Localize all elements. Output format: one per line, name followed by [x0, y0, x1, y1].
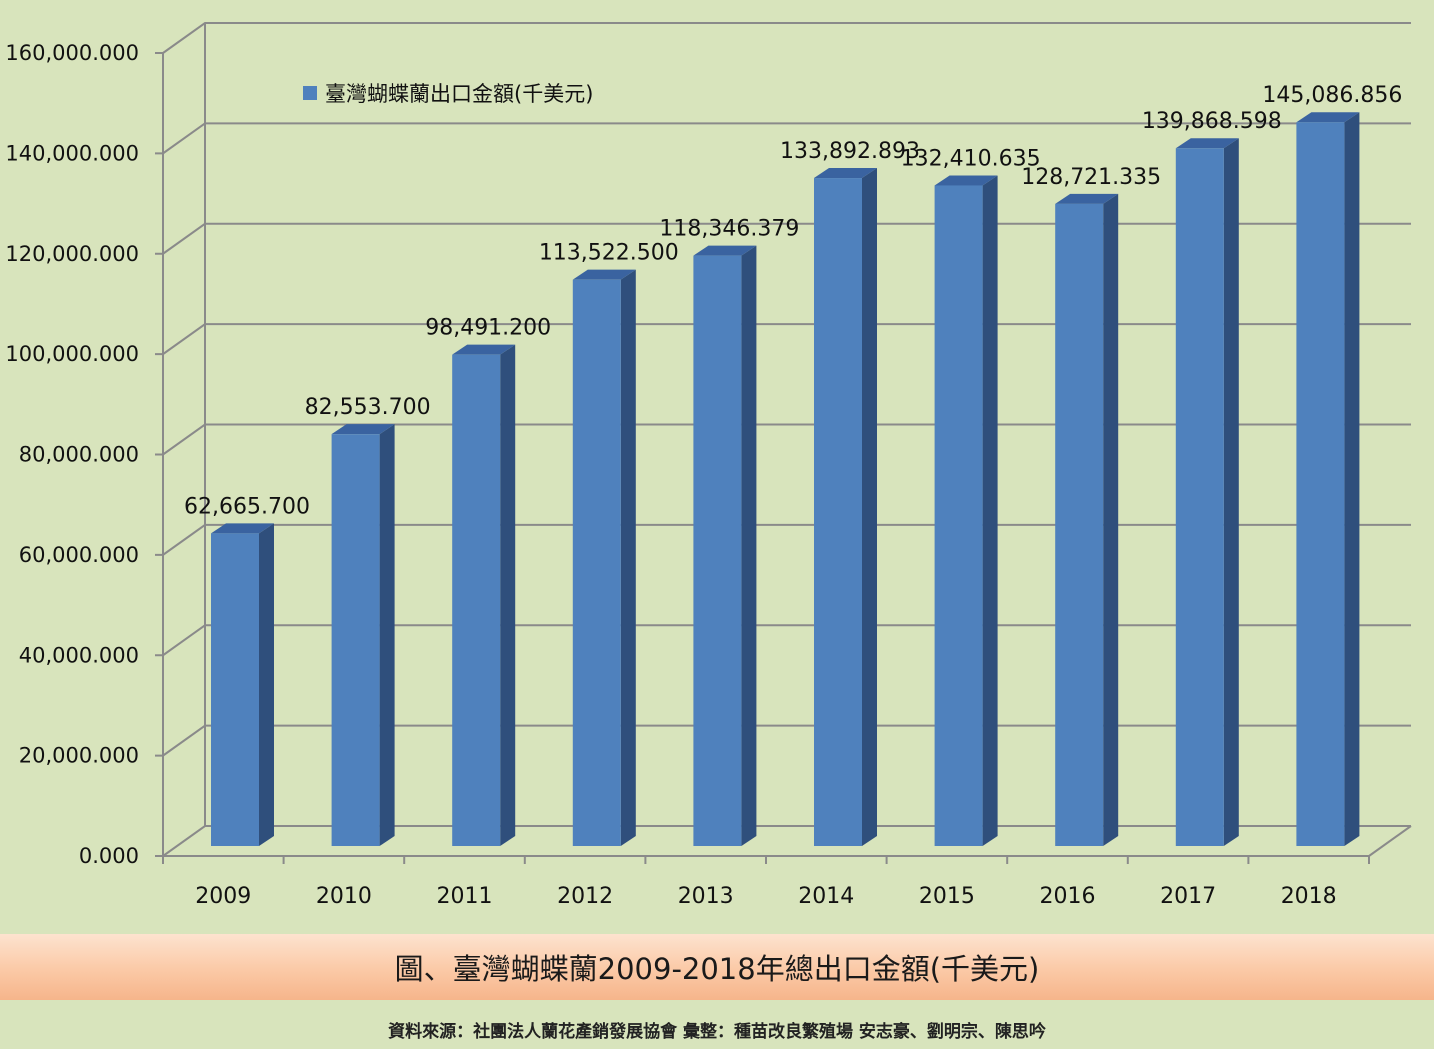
data-label: 132,410.635 — [901, 146, 1041, 171]
x-tick-label: 2017 — [1160, 884, 1216, 909]
gridline — [162, 122, 1411, 155]
bar — [1175, 138, 1239, 846]
bar-side — [1223, 138, 1239, 846]
gridline — [162, 222, 1411, 255]
gridline — [162, 523, 1411, 556]
gridline — [162, 724, 1411, 757]
x-tick-label: 2009 — [195, 884, 251, 909]
bar-top — [331, 424, 395, 435]
bar-side — [259, 523, 274, 846]
bar-front — [211, 533, 259, 846]
y-tick-label: 80,000.000 — [19, 443, 139, 467]
gridline — [162, 624, 1411, 657]
bar-top — [572, 269, 636, 280]
bars — [211, 112, 1360, 847]
data-label: 128,721.335 — [1021, 165, 1161, 190]
legend-swatch — [303, 86, 317, 100]
bar — [572, 269, 636, 847]
bar-chart: 0.000 20,000.000 40,000.000 60,000.000 80,00… — [5, 22, 1412, 909]
gridline — [162, 22, 1411, 54]
data-label: 139,868.598 — [1142, 109, 1282, 134]
x-tick-label: 2016 — [1040, 884, 1096, 909]
source-note: 資料來源：社團法人蘭花產銷發展協會 彙整：種苗改良繁殖場 安志豪、劉明宗、陳思吟 — [0, 1014, 1434, 1044]
bar-side — [500, 344, 516, 846]
bar-top — [1055, 193, 1119, 204]
y-tick-label: 120,000.000 — [5, 242, 139, 266]
y-tick-label: 0.000 — [79, 844, 139, 868]
bar-top — [1175, 138, 1239, 149]
x-tick-label: 2018 — [1281, 884, 1337, 909]
bar-top — [1296, 112, 1360, 123]
bar-top — [934, 175, 998, 186]
source-text: 資料來源：社團法人蘭花產銷發展協會 彙整：種苗改良繁殖場 安志豪、劉明宗、陳思吟 — [388, 1021, 1046, 1042]
data-label: 113,522.500 — [539, 241, 679, 266]
legend-label: 臺灣蝴蝶蘭出口金額(千美元) — [325, 82, 593, 106]
bar-top — [452, 344, 516, 355]
bar-side — [1344, 112, 1360, 846]
gridline — [162, 423, 1411, 456]
data-label: 98,491.200 — [425, 316, 551, 341]
bar-top — [211, 523, 274, 534]
bar-top — [814, 168, 877, 179]
bar-top — [693, 245, 757, 256]
figure-caption-bar: 圖、臺灣蝴蝶蘭2009-2018年總出口金額(千美元) — [0, 934, 1434, 1000]
data-label: 145,086.856 — [1262, 83, 1402, 108]
bar-front — [934, 185, 983, 846]
gridlines — [155, 22, 1412, 864]
bar — [211, 523, 274, 846]
floor-edge — [1368, 825, 1412, 857]
bar-side — [862, 168, 877, 847]
bar — [1055, 193, 1119, 846]
data-labels: 62,665.700 82,553.700 98,491.200 113,522.50… — [184, 83, 1402, 519]
bar-side — [620, 269, 636, 847]
bar — [814, 168, 877, 847]
y-tick-label: 160,000.000 — [5, 41, 139, 65]
bar-front — [572, 279, 621, 847]
gridline — [162, 323, 1411, 355]
bar-front — [452, 354, 501, 846]
y-tick-label: 60,000.000 — [19, 543, 139, 567]
bar — [1296, 112, 1360, 846]
x-tick-label: 2013 — [678, 884, 734, 909]
y-tick-label: 100,000.000 — [5, 342, 139, 366]
bar — [693, 245, 757, 847]
bar-side — [1103, 193, 1119, 846]
x-tick-label: 2015 — [919, 884, 975, 909]
data-label: 133,892.893 — [780, 139, 920, 164]
data-label: 118,346.379 — [659, 217, 799, 242]
bar-front — [814, 178, 862, 847]
bar-side — [982, 175, 998, 846]
figure-caption: 圖、臺灣蝴蝶蘭2009-2018年總出口金額(千美元) — [394, 952, 1040, 986]
bar-side — [741, 245, 757, 847]
y-tick-label: 20,000.000 — [19, 744, 139, 768]
x-tick-label: 2011 — [437, 884, 493, 909]
x-axis-ticks: 2009 2010 2011 2012 2013 2014 2015 2016 2017 2018 — [195, 884, 1336, 909]
bar-front — [1175, 148, 1224, 846]
chart-area: 0.000 20,000.000 40,000.000 60,000.000 80,00… — [5, 22, 1412, 909]
x-tick-label: 2010 — [316, 884, 372, 909]
bar-front — [331, 434, 380, 846]
bar-side — [379, 424, 395, 846]
bar — [331, 424, 395, 846]
data-label: 82,553.700 — [305, 395, 431, 420]
bar-front — [1055, 203, 1104, 846]
gridline — [162, 825, 1411, 857]
legend: 臺灣蝴蝶蘭出口金額(千美元) — [303, 82, 593, 106]
x-tick-label: 2012 — [557, 884, 613, 909]
y-tick-label: 140,000.000 — [5, 141, 139, 165]
y-tick-label: 40,000.000 — [19, 643, 139, 667]
x-tick-label: 2014 — [798, 884, 854, 909]
data-label: 62,665.700 — [184, 494, 310, 519]
y-axis-ticks: 0.000 20,000.000 40,000.000 60,000.000 80,00… — [5, 41, 139, 868]
bar-front — [693, 255, 742, 847]
bar — [934, 175, 998, 846]
bar — [452, 344, 516, 846]
bar-front — [1296, 122, 1345, 846]
